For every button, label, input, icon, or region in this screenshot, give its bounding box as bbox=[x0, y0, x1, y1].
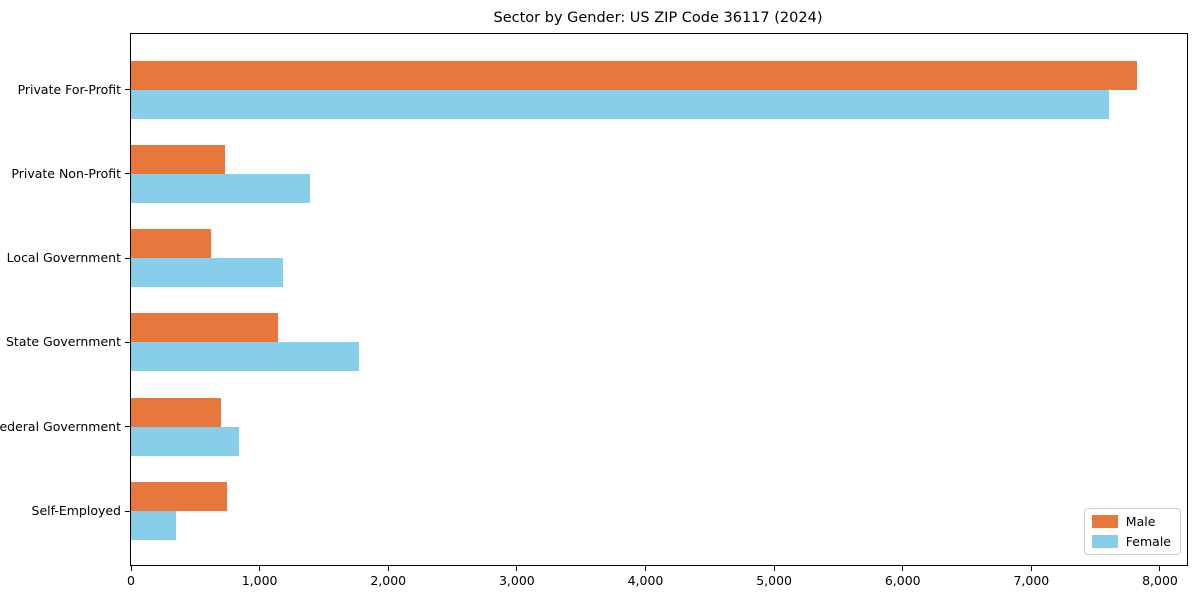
chart-title: Sector by Gender: US ZIP Code 36117 (202… bbox=[493, 10, 823, 26]
legend-swatch-male bbox=[1091, 515, 1118, 528]
y-tick-label: Federal Government bbox=[0, 418, 121, 434]
x-tick-label: 3,000 bbox=[498, 573, 535, 588]
bar-female-3[interactable] bbox=[131, 342, 359, 372]
y-tick-label: Local Government bbox=[6, 250, 121, 266]
y-axis-tick bbox=[125, 426, 130, 428]
y-tick-label: Private Non-Profit bbox=[11, 165, 121, 181]
x-axis-tick bbox=[387, 566, 389, 571]
bar-male-0[interactable] bbox=[131, 60, 1137, 90]
x-axis-tick bbox=[644, 566, 646, 571]
bar-female-1[interactable] bbox=[131, 173, 310, 203]
x-tick-label: 6,000 bbox=[884, 573, 921, 588]
bar-male-4[interactable] bbox=[131, 397, 222, 427]
y-axis-tick bbox=[125, 173, 130, 175]
y-tick-label: State Government bbox=[5, 334, 121, 350]
legend: Male Female bbox=[1083, 508, 1181, 555]
x-tick-label: 8,000 bbox=[1142, 573, 1178, 588]
x-tick-label: 7,000 bbox=[1013, 573, 1050, 588]
legend-entry-female: Female bbox=[1091, 534, 1171, 549]
plot-area: Male Female Private For-Profit Private Non… bbox=[0, 33, 1188, 588]
y-tick-label: Private For-Profit bbox=[17, 81, 121, 97]
bar-male-2[interactable] bbox=[131, 229, 211, 259]
bar-female-2[interactable] bbox=[131, 258, 283, 288]
bar-female-4[interactable] bbox=[131, 426, 240, 456]
x-tick-label: 5,000 bbox=[756, 573, 793, 588]
y-tick-label: Self-Employed bbox=[31, 503, 121, 518]
bar-male-5[interactable] bbox=[131, 482, 228, 511]
x-axis-tick bbox=[1159, 566, 1161, 571]
bar-female-0[interactable] bbox=[131, 89, 1109, 119]
legend-label: Male bbox=[1125, 514, 1156, 529]
legend-label: Female bbox=[1125, 534, 1171, 549]
x-tick-label: 1,000 bbox=[241, 573, 278, 588]
y-axis-tick bbox=[125, 510, 130, 512]
x-axis-tick bbox=[1030, 566, 1032, 571]
bar-female-5[interactable] bbox=[131, 511, 177, 540]
legend-entry-male: Male bbox=[1091, 514, 1171, 529]
x-axis-tick bbox=[902, 566, 904, 571]
y-axis-tick bbox=[125, 257, 130, 259]
legend-swatch-female bbox=[1091, 535, 1118, 548]
y-axis-tick bbox=[125, 341, 130, 343]
bar-male-3[interactable] bbox=[131, 313, 278, 343]
bar-male-1[interactable] bbox=[131, 144, 225, 174]
x-axis-tick bbox=[773, 566, 775, 571]
x-tick-label: 4,000 bbox=[627, 573, 664, 588]
x-axis-tick bbox=[516, 566, 518, 571]
x-tick-label: 0 bbox=[127, 573, 135, 588]
y-axis-tick bbox=[125, 89, 130, 90]
x-tick-label: 2,000 bbox=[370, 573, 407, 588]
x-axis-tick bbox=[130, 566, 132, 571]
x-axis-tick bbox=[259, 566, 261, 571]
